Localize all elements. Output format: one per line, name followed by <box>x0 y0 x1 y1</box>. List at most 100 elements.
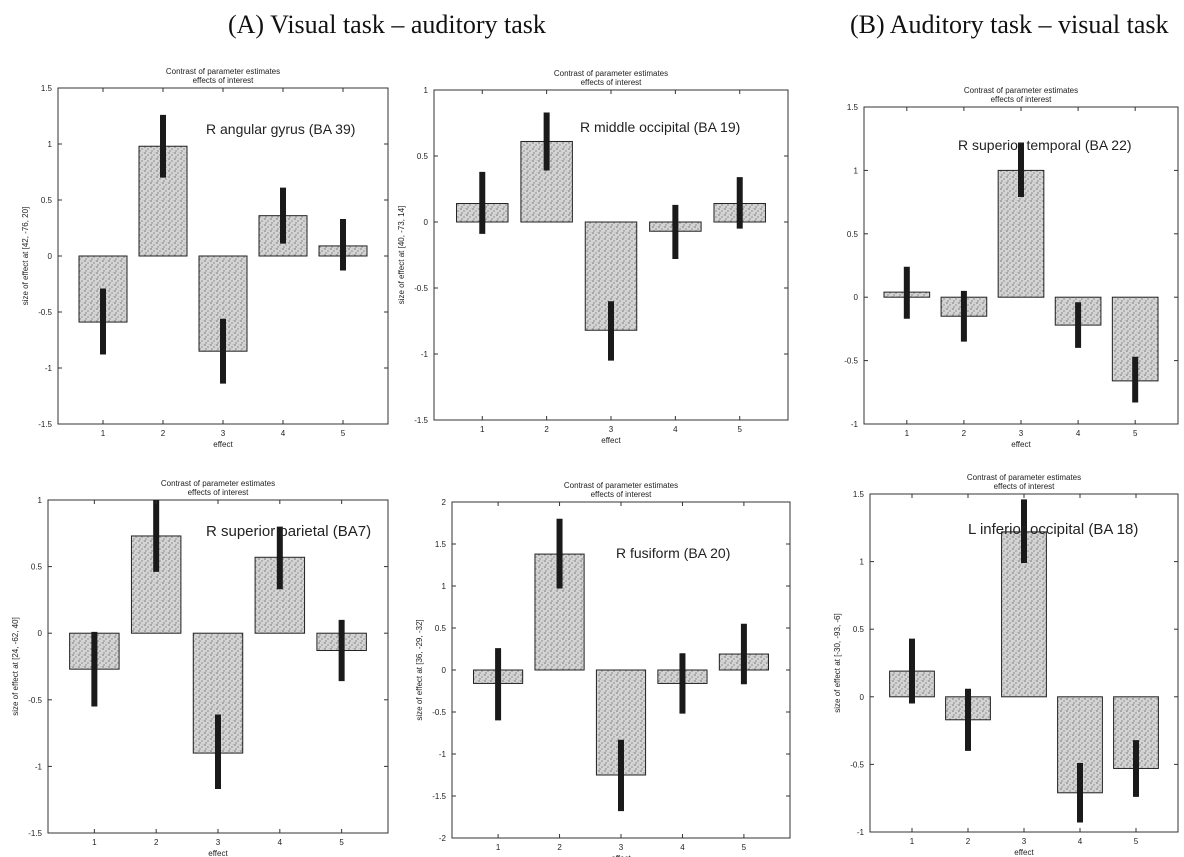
y-tick-label: 0 <box>38 629 43 638</box>
y-tick-label: -1.5 <box>28 829 42 838</box>
y-tick-label: -0.5 <box>850 760 864 769</box>
y-tick-label: 0.5 <box>41 196 53 205</box>
y-tick-label: -1 <box>857 828 865 837</box>
chart-title: Contrast of parameter estimates <box>554 69 668 78</box>
y-tick-label: -1 <box>35 762 43 771</box>
y-tick-label: -0.5 <box>432 708 446 717</box>
chart-subtitle: effects of interest <box>591 490 653 499</box>
y-tick-label: 1 <box>854 166 859 175</box>
x-tick-label: 3 <box>216 838 221 847</box>
chart-title: Contrast of parameter estimates <box>564 481 678 490</box>
y-tick-label: 1.5 <box>847 103 859 112</box>
y-tick-label: -1 <box>439 750 447 759</box>
x-tick-label: 5 <box>742 843 747 852</box>
y-tick-label: 0 <box>854 293 859 302</box>
chart-subtitle: effects of interest <box>188 488 250 497</box>
x-tick-label: 1 <box>496 843 501 852</box>
y-tick-label: 0.5 <box>847 230 859 239</box>
y-tick-label: -1.5 <box>38 420 52 429</box>
chart-title: Contrast of parameter estimates <box>166 67 280 76</box>
y-tick-label: 0 <box>860 693 865 702</box>
x-axis-label: effect <box>1011 440 1031 449</box>
y-tick-label: -0.5 <box>28 696 42 705</box>
y-tick-label: -1 <box>45 364 53 373</box>
y-tick-label: -1 <box>851 420 859 429</box>
panel-a-heading: (A) Visual task – auditory task <box>228 10 546 39</box>
y-tick-label: 1 <box>48 140 53 149</box>
x-tick-label: 1 <box>92 838 97 847</box>
y-axis-label: size of effect at [-30, -93, -6] <box>833 613 842 712</box>
y-tick-label: 1.5 <box>853 490 865 499</box>
y-tick-label: -0.5 <box>414 284 428 293</box>
y-tick-label: -0.5 <box>38 308 52 317</box>
y-tick-label: 0 <box>48 252 53 261</box>
x-tick-label: 4 <box>1076 429 1081 438</box>
y-tick-label: 1.5 <box>435 540 447 549</box>
chart-subtitle: effects of interest <box>994 482 1056 491</box>
y-tick-label: 1 <box>860 558 865 567</box>
x-tick-label: 5 <box>339 838 344 847</box>
y-tick-label: 0.5 <box>31 563 43 572</box>
x-tick-label: 2 <box>544 425 549 434</box>
x-tick-label: 4 <box>278 838 283 847</box>
x-tick-label: 3 <box>1022 837 1027 846</box>
x-tick-label: 3 <box>221 429 226 438</box>
x-tick-label: 2 <box>962 429 967 438</box>
chart-subtitle: effects of interest <box>581 78 643 87</box>
y-tick-label: -2 <box>439 834 447 843</box>
x-tick-label: 1 <box>480 425 485 434</box>
y-tick-label: 1.5 <box>41 84 53 93</box>
y-tick-label: 0 <box>424 218 429 227</box>
x-tick-label: 4 <box>281 429 286 438</box>
x-tick-label: 4 <box>680 843 685 852</box>
y-tick-label: -0.5 <box>844 357 858 366</box>
y-tick-label: 1 <box>38 496 43 505</box>
chart-title: Contrast of parameter estimates <box>964 86 1078 95</box>
x-tick-label: 4 <box>673 425 678 434</box>
y-axis-label: size of effect at [42, -76, 20] <box>21 207 30 306</box>
y-axis-label: size of effect at [40, -73, 14] <box>397 206 406 305</box>
panel-b-heading: (B) Auditory task – visual task <box>850 10 1169 39</box>
y-tick-label: 0.5 <box>853 625 865 634</box>
y-tick-label: 0.5 <box>435 624 447 633</box>
x-tick-label: 1 <box>101 429 106 438</box>
x-tick-label: 3 <box>1019 429 1024 438</box>
region-label: R superior temporal (BA 22) <box>958 137 1132 153</box>
x-axis-label: effect <box>601 436 621 445</box>
y-tick-label: -1.5 <box>432 792 446 801</box>
chart-title: Contrast of parameter estimates <box>967 473 1081 482</box>
x-tick-label: 5 <box>341 429 346 438</box>
x-tick-label: 1 <box>910 837 915 846</box>
chart-title: Contrast of parameter estimates <box>161 479 275 488</box>
bar-effect-3 <box>198 255 248 352</box>
y-tick-label: 1 <box>424 86 429 95</box>
x-tick-label: 2 <box>161 429 166 438</box>
x-axis-label: effect <box>611 854 631 857</box>
x-tick-label: 3 <box>609 425 614 434</box>
y-tick-label: -1.5 <box>414 416 428 425</box>
x-tick-label: 2 <box>966 837 971 846</box>
y-tick-label: -1 <box>421 350 429 359</box>
x-tick-label: 4 <box>1078 837 1083 846</box>
x-tick-label: 2 <box>154 838 159 847</box>
region-label: R superior parietal (BA7) <box>206 523 371 540</box>
x-axis-label: effect <box>1014 848 1034 857</box>
region-label: R middle occipital (BA 19) <box>580 119 740 135</box>
chart-subtitle: effects of interest <box>991 95 1053 104</box>
x-tick-label: 5 <box>1134 837 1139 846</box>
x-tick-label: 3 <box>619 843 624 852</box>
region-label: R angular gyrus (BA 39) <box>206 121 355 137</box>
x-axis-label: effect <box>208 849 228 857</box>
y-tick-label: 0.5 <box>417 152 429 161</box>
region-label: R fusiform (BA 20) <box>616 545 730 561</box>
region-label: L inferior occipital (BA 18) <box>968 521 1138 538</box>
y-axis-label: size of effect at [24, -62, 40] <box>11 617 20 716</box>
x-tick-label: 5 <box>1133 429 1138 438</box>
chart-subtitle: effects of interest <box>193 76 255 85</box>
